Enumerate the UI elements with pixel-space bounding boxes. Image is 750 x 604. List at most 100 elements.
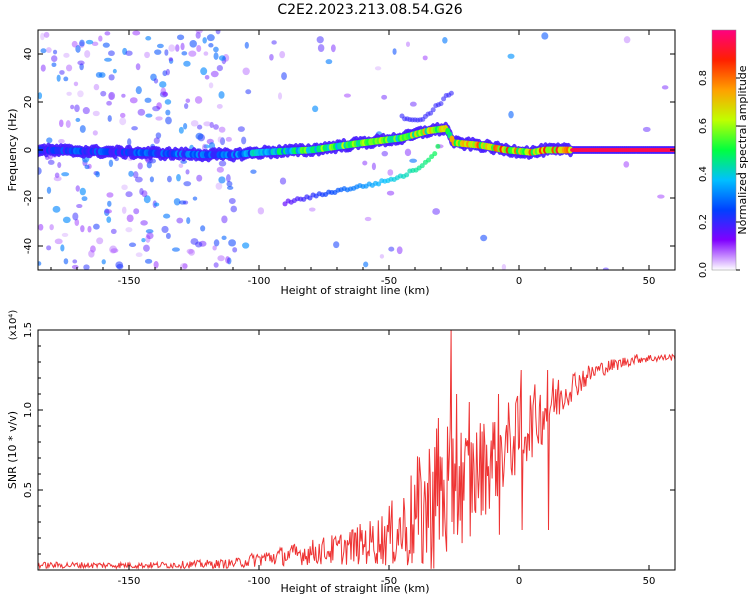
noise-cell — [83, 264, 90, 270]
noise-cell — [153, 202, 160, 207]
noise-cell — [409, 101, 417, 107]
noise-cell — [213, 46, 219, 53]
noise-cell — [308, 207, 316, 212]
noise-cell — [186, 217, 191, 225]
noise-cell — [185, 169, 190, 175]
noise-cell — [150, 73, 157, 81]
noise-cell — [66, 91, 72, 96]
noise-cell — [156, 43, 164, 49]
noise-cell — [602, 267, 609, 270]
noise-cell — [90, 245, 96, 253]
noise-cell — [176, 217, 184, 224]
noise-cell — [125, 227, 133, 233]
noise-cell — [508, 110, 514, 119]
noise-cell — [131, 126, 138, 131]
y-tick-label: 1.5 — [23, 322, 34, 338]
noise-cell — [363, 261, 369, 268]
noise-cell — [125, 50, 133, 56]
noise-cell — [135, 252, 143, 258]
noise-cell — [110, 228, 117, 234]
branch-cell — [307, 195, 313, 201]
noise-cell — [195, 31, 201, 39]
noise-cell — [210, 70, 219, 78]
noise-cell — [104, 57, 112, 62]
noise-cell — [141, 190, 148, 198]
noise-cell — [432, 208, 441, 215]
noise-cell — [87, 225, 92, 233]
noise-cell — [183, 103, 189, 109]
noise-cell — [53, 176, 62, 182]
noise-cell — [126, 214, 134, 223]
noise-cell — [190, 120, 199, 127]
noise-cell — [182, 263, 188, 269]
noise-cell — [51, 55, 58, 63]
noise-cell — [242, 242, 250, 249]
noise-cell — [104, 31, 111, 36]
noise-cell — [330, 44, 336, 53]
noise-cell — [200, 67, 208, 76]
noise-cell — [176, 34, 185, 41]
upper-branch-cell — [441, 96, 447, 102]
noise-cell — [188, 50, 197, 57]
noise-cell — [121, 184, 128, 191]
noise-cell — [179, 262, 188, 270]
snr-frame — [37, 329, 676, 571]
upper-branch-cell — [430, 107, 436, 113]
x-tick-label: -50 — [381, 276, 397, 287]
noise-cell — [129, 97, 138, 104]
noise-cell — [228, 197, 236, 205]
spectrogram-axes: -150 -100 -50 0 50 -40 -20 0 20 40 — [23, 30, 676, 287]
noise-cell — [343, 93, 351, 98]
noise-cell — [171, 247, 180, 252]
x-tick-label: -100 — [248, 276, 271, 287]
noise-cell — [92, 110, 100, 117]
noise-cell — [237, 126, 245, 132]
noise-cell — [81, 196, 88, 202]
noise-cell — [213, 262, 219, 268]
snr-axes: -150 -100 -50 0 50 0.5 1.0 1.5 — [23, 322, 675, 587]
noise-cell — [657, 194, 665, 199]
noise-cell — [137, 108, 146, 116]
noise-cell — [164, 99, 172, 105]
x-tick-label: 0 — [516, 276, 522, 287]
noise-cell — [145, 36, 152, 41]
noise-cell — [167, 175, 172, 183]
noise-cell — [217, 136, 223, 143]
noise-cell — [218, 160, 227, 167]
noise-cell — [120, 112, 126, 118]
noise-cell — [82, 107, 90, 115]
noise-cell — [206, 34, 215, 42]
noise-cell — [40, 48, 47, 54]
branch-cell — [376, 181, 382, 187]
noise-cell — [168, 57, 173, 62]
colorbar-frame — [711, 29, 737, 271]
noise-cell — [108, 50, 115, 57]
branch-cell — [426, 157, 432, 163]
x-tick-label: 50 — [643, 576, 656, 587]
noise-cell — [143, 195, 151, 204]
spectrogram-panel: -150 -100 -50 0 50 -40 -20 0 20 40 Height of stra… — [6, 29, 676, 297]
noise-cell — [145, 113, 153, 118]
noise-cell — [144, 258, 153, 264]
noise-cell — [58, 139, 65, 144]
noise-cell — [203, 51, 209, 56]
noise-cell — [72, 212, 79, 221]
noise-cell — [507, 53, 515, 59]
noise-cell — [107, 115, 112, 122]
noise-cell — [145, 234, 151, 243]
noise-cell — [146, 232, 154, 240]
noise-cell — [63, 76, 69, 82]
noise-cell — [178, 163, 184, 168]
x-tick-label: -50 — [381, 576, 397, 587]
noise-cell — [43, 31, 50, 38]
noise-cell — [162, 70, 168, 77]
noise-cell — [65, 120, 71, 128]
noise-cell — [379, 254, 385, 259]
noise-cell — [623, 161, 630, 168]
noise-cell — [101, 259, 106, 265]
noise-cell — [108, 74, 115, 81]
noise-cell — [116, 263, 124, 270]
noise-cell — [108, 159, 114, 167]
colorbar-label: Normalized spectral amplitude — [736, 65, 749, 234]
